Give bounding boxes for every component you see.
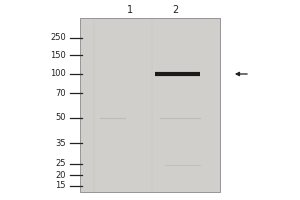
- Text: 250: 250: [50, 33, 66, 43]
- Text: 2: 2: [172, 5, 178, 15]
- Bar: [80, 18, 220, 192]
- Text: 35: 35: [56, 138, 66, 148]
- Text: 100: 100: [50, 70, 66, 78]
- Text: 1: 1: [127, 5, 133, 15]
- Text: 20: 20: [56, 170, 66, 180]
- Text: 70: 70: [56, 88, 66, 98]
- Text: 150: 150: [50, 50, 66, 60]
- Text: 50: 50: [56, 114, 66, 122]
- Text: 25: 25: [56, 160, 66, 168]
- Text: 15: 15: [56, 182, 66, 190]
